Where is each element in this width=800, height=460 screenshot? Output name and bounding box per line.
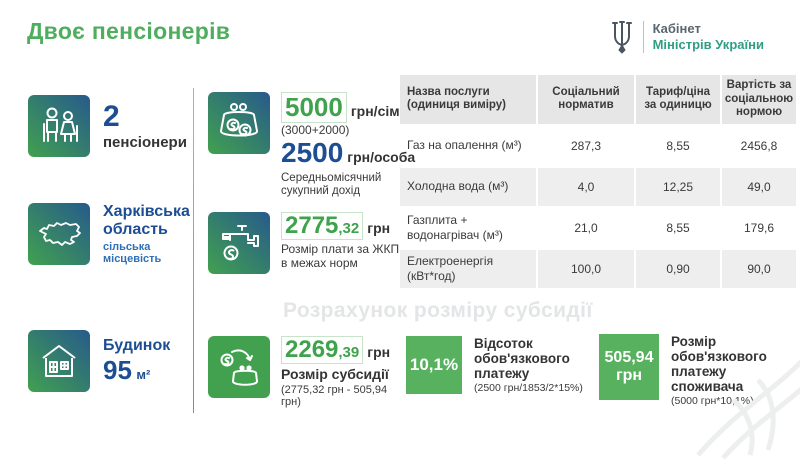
dwelling-label: Будинок: [103, 336, 171, 354]
housing-payment-caption: Розмір плати за ЖКП в межах норм: [281, 242, 400, 271]
subsidy-value-int: 2269: [285, 336, 339, 363]
house-icon: [42, 345, 76, 377]
mandatory-payment-formula: (5000 грн*10,1%): [671, 395, 754, 408]
subsidy-unit: грн: [367, 344, 391, 360]
region-item: Харківська область сільська місцевість: [28, 203, 193, 265]
coin-to-purse-icon: [220, 349, 259, 386]
subsidy-formula: (2775,32 грн - 505,94 грн): [281, 383, 388, 409]
region-tile: [28, 203, 90, 265]
page-title: Двоє пенсіонерів: [27, 18, 231, 44]
income-caption: Середньомісячний сукупний дохід: [281, 171, 382, 197]
faucet-coin-icon: [222, 225, 259, 261]
dwelling-tile: [28, 330, 90, 392]
mandatory-payment-badge: 505,94 грн: [599, 334, 659, 400]
subsidy-label: Розмір субсидії: [281, 366, 389, 383]
table-header-cost: Вартість за соціальною нормою: [722, 75, 796, 124]
government-logo: Кабінет Міністрів України: [610, 20, 764, 54]
subsidy-tile: [208, 336, 270, 398]
table-cell-service: Газ на опалення (м³): [407, 138, 522, 153]
logo-text-line1: Кабінет: [652, 21, 701, 37]
table-cell-service: Електроенергія (кВт*год): [400, 249, 536, 288]
tariffs-table: Назва послуги (одиниця виміру) Соціальни…: [400, 75, 796, 288]
table-cell-service: Холодна вода (м³): [400, 167, 536, 206]
table-cell-norm: 21,0: [574, 220, 598, 235]
family-income-value: 5000: [281, 92, 347, 123]
percent-label: Відсоток обов'язкового платежу: [474, 336, 570, 382]
subsidy-block: 2269,39 грн Розмір субсидії (2775,32 грн …: [208, 336, 400, 409]
pensioner-count-label: пенсіонери: [103, 134, 187, 151]
person-income-value: 2500: [281, 136, 344, 168]
table-header-norm: Соціальний норматив: [538, 75, 634, 124]
mandatory-payment-value: 505,94: [604, 348, 654, 366]
table-header-service: Назва послуги (одиниця виміру): [400, 75, 536, 124]
housing-payment-int: 2775: [285, 212, 339, 239]
percent-badge: 10,1%: [406, 336, 462, 394]
column-divider: [193, 88, 194, 413]
mandatory-payment-block: 505,94 грн Розмір обов'язкового платежу …: [599, 334, 784, 407]
table-cell-tariff: 8,55: [666, 220, 690, 235]
income-block: 5000 грн/сім’я (3000+2000) 2500 грн/особа …: [208, 92, 415, 198]
table-cell-service: Газплита + водонагрівач (м³): [407, 213, 503, 242]
slide: Двоє пенсіонерів Кабінет Міністрів Украї…: [27, 18, 800, 460]
percent-formula: (2500 грн/1853/2*15%): [474, 382, 583, 395]
logo-text-line2: Міністрів України: [652, 37, 764, 52]
housing-tile: [208, 212, 270, 274]
purse-coins-icon: [219, 103, 259, 137]
table-cell-cost: 179,6: [743, 220, 775, 235]
dwelling-item: Будинок 95 м²: [28, 330, 193, 392]
dwelling-area: 95: [103, 354, 132, 385]
corner-watermark-graphic: [696, 359, 800, 460]
pensioner-count: 2: [103, 100, 120, 133]
trident-icon: [611, 21, 632, 54]
table-header-tariff: Тариф/ціна за одиницю: [636, 75, 720, 124]
percent-block: 10,1% Відсоток обов'язкового платежу (25…: [406, 336, 586, 394]
pensioners-icon: [43, 107, 78, 142]
table-cell-cost: 90,0: [722, 249, 796, 288]
logo-divider: [642, 21, 644, 53]
family-income-unit: грн/сім’я: [350, 103, 412, 119]
housing-payment-block: 2775,32 грн Розмір плати за ЖКП в межах н…: [208, 212, 400, 274]
pensioners-tile: [28, 95, 90, 157]
housing-payment-dec: ,32: [338, 220, 360, 237]
region-subtitle: сільська місцевість: [103, 240, 162, 265]
housing-payment-unit: грн: [367, 220, 391, 236]
ukraine-map-icon: [39, 222, 81, 246]
table-cell-norm: 100,0: [538, 249, 634, 288]
person-income-unit: грн/особа: [347, 148, 416, 165]
table-cell-cost: 49,0: [722, 167, 796, 206]
table-cell-norm: 287,3: [570, 138, 602, 153]
mandatory-payment-label: Розмір обов'язкового платежу споживача: [671, 334, 767, 395]
table-cell-tariff: 0,90: [636, 249, 720, 288]
table-cell-cost: 2456,8: [740, 138, 778, 153]
dwelling-area-unit: м²: [136, 366, 151, 382]
subsidy-value-dec: ,39: [338, 344, 360, 361]
section-watermark-title: Розрахунок розміру субсидії: [283, 299, 593, 322]
income-tile: [208, 92, 270, 154]
table-cell-tariff: 12,25: [636, 167, 720, 206]
table-cell-norm: 4,0: [538, 167, 634, 206]
income-breakdown: (3000+2000): [281, 122, 350, 137]
pensioners-item: 2 пенсіонери: [28, 95, 193, 157]
table-cell-tariff: 8,55: [666, 138, 690, 153]
region-title: Харківська область: [103, 203, 190, 238]
mandatory-payment-unit: грн: [615, 367, 643, 384]
